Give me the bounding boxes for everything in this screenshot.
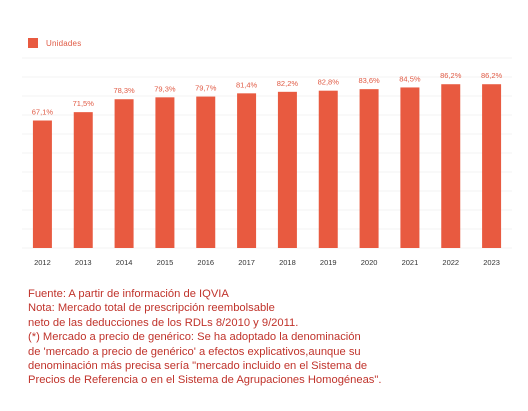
x-tick-label: 2018 <box>279 258 296 267</box>
data-label: 79,3% <box>154 84 176 93</box>
x-tick-label: 2012 <box>34 258 51 267</box>
x-tick-label: 2020 <box>361 258 378 267</box>
bar <box>441 84 461 248</box>
legend-label: Unidades <box>46 38 82 48</box>
x-tick-label: 2017 <box>238 258 255 267</box>
data-label: 86,2% <box>440 71 462 80</box>
data-label: 82,8% <box>318 78 340 87</box>
data-label: 86,2% <box>481 71 503 80</box>
note-line: neto de las deducciones de los RDLs 8/20… <box>28 316 299 329</box>
bar <box>196 96 216 248</box>
x-tick-label: 2016 <box>197 258 214 267</box>
note-line: (*) Mercado a precio de genérico: Se ha … <box>28 331 361 344</box>
bar <box>318 90 338 249</box>
bar <box>237 93 257 248</box>
x-tick-label: 2023 <box>483 258 500 267</box>
data-label: 82,2% <box>277 79 299 88</box>
data-label: 84,5% <box>399 74 421 83</box>
bar <box>155 97 175 248</box>
bar <box>114 99 134 248</box>
data-label: 83,6% <box>358 76 380 85</box>
data-label: 71,5% <box>73 99 95 108</box>
legend-swatch <box>28 38 38 48</box>
note-line: denominación más precisa sería "mercado … <box>28 360 368 373</box>
bar-chart: 67,1% 2012 71,5% 2013 78,3% 2014 79,3% 2015 79,7… <box>22 57 512 267</box>
data-label: 67,1% <box>32 108 54 117</box>
x-tick-label: 2022 <box>442 258 459 267</box>
bar <box>73 112 93 249</box>
bar <box>359 89 379 248</box>
note-line: de 'mercado a precio de genérico' a efec… <box>28 345 361 358</box>
note-line: Nota: Mercado total de prescripción reem… <box>28 302 275 315</box>
data-label: 79,7% <box>195 84 217 93</box>
chart-legend: Unidades <box>28 38 81 48</box>
x-tick-label: 2015 <box>157 258 174 267</box>
note-source: Fuente: A partir de información de IQVIA <box>28 288 229 300</box>
x-tick-label: 2019 <box>320 258 337 267</box>
bar <box>32 120 52 248</box>
bar <box>277 91 297 248</box>
data-label: 81,4% <box>236 80 258 89</box>
note-line: Precios de Referencia o en el Sistema de… <box>28 374 382 387</box>
x-tick-label: 2014 <box>116 258 133 267</box>
x-tick-label: 2021 <box>402 258 419 267</box>
data-label: 78,3% <box>113 86 135 95</box>
x-tick-label: 2013 <box>75 258 92 267</box>
chart-notes: Fuente: A partir de información de IQVIA… <box>28 287 508 388</box>
bar <box>400 87 420 248</box>
bar <box>482 84 502 248</box>
